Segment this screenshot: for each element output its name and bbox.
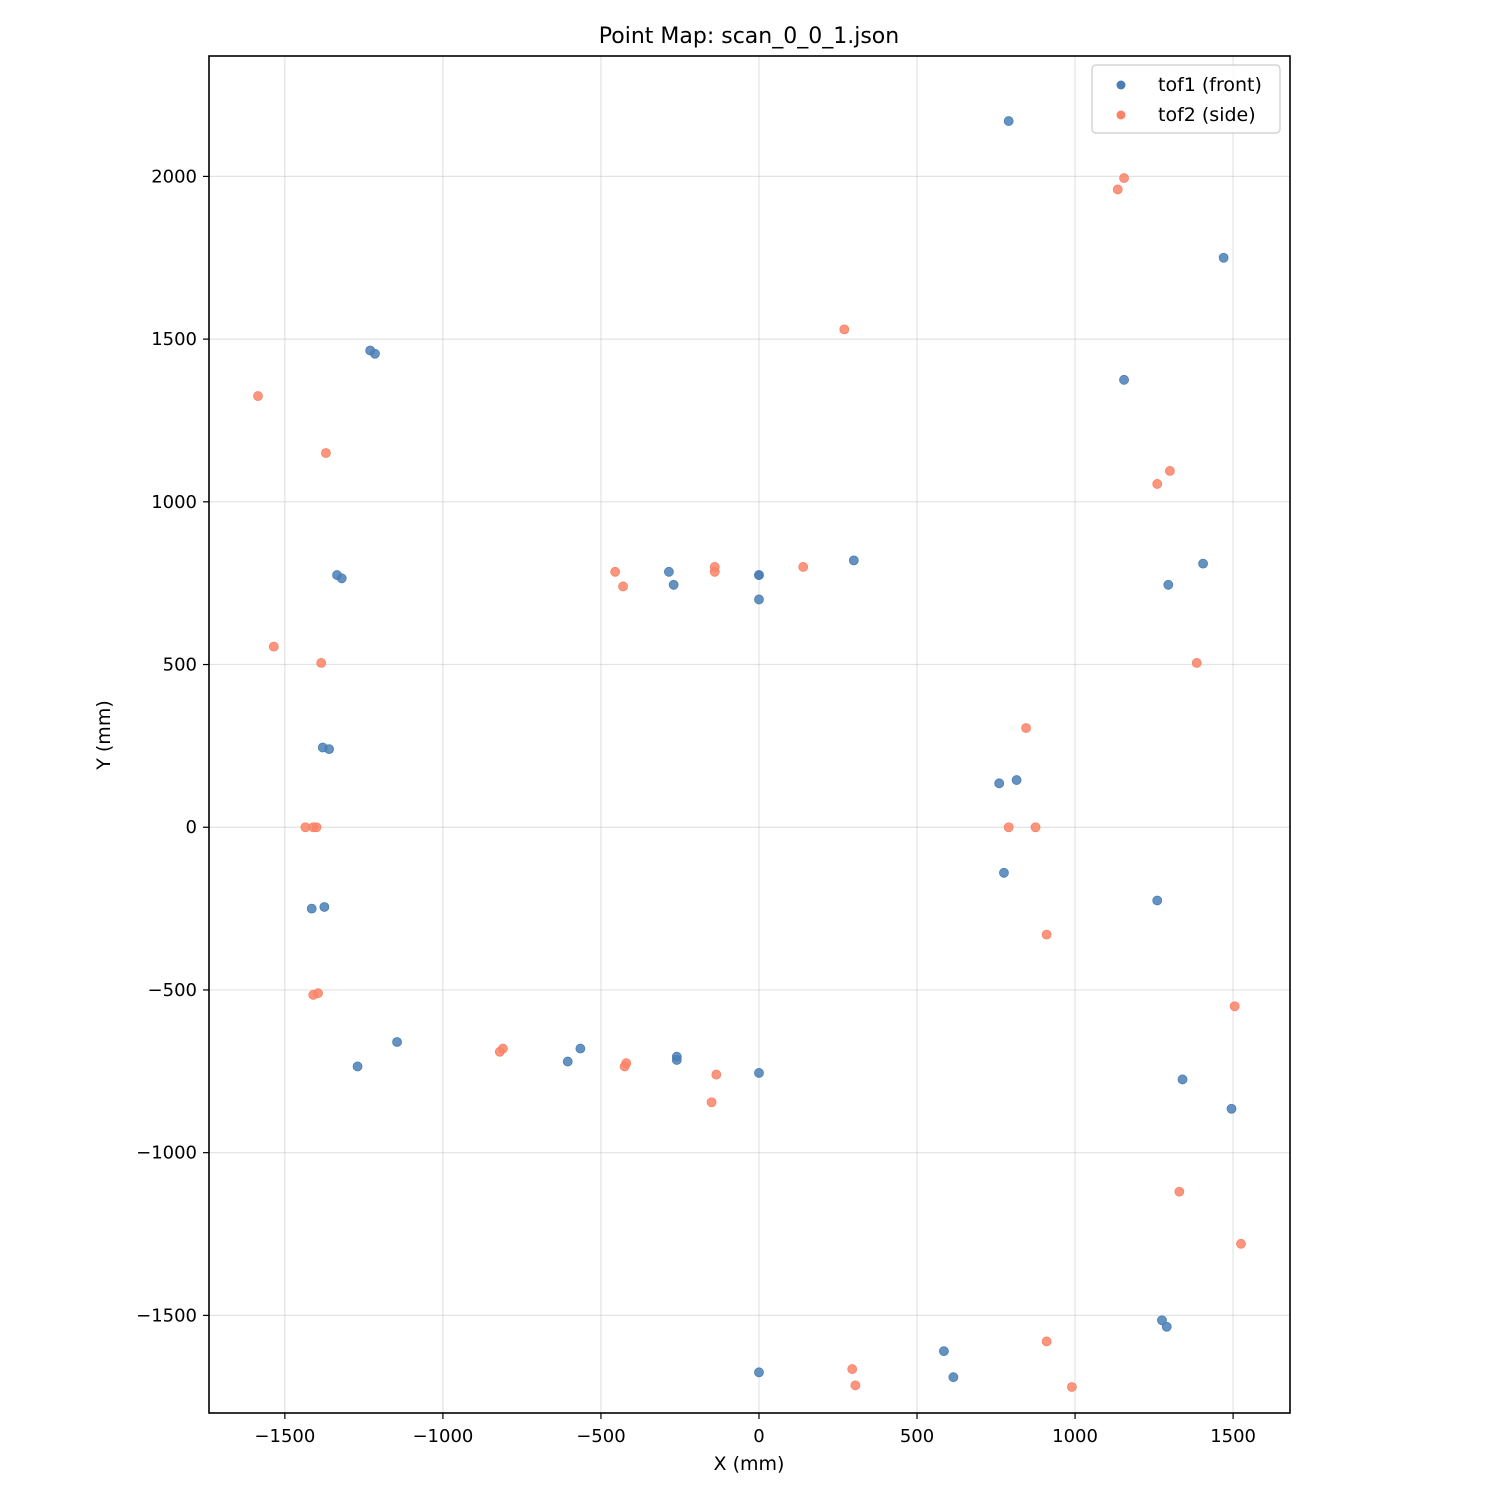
tof2-point xyxy=(1021,723,1031,733)
tof2-point xyxy=(1119,173,1129,183)
tof2-point xyxy=(839,324,850,335)
tof1-point xyxy=(1119,374,1129,385)
tof2-point xyxy=(1067,1382,1077,1392)
x-tick-label: 1500 xyxy=(1210,1426,1256,1447)
tof2-point xyxy=(709,566,720,577)
tof2-point xyxy=(1236,1238,1246,1249)
tof1-point xyxy=(1198,558,1208,569)
chart-title: Point Map: scan_0_0_1.json xyxy=(599,24,899,49)
tof1-point xyxy=(562,1056,573,1067)
y-tick-label: −1500 xyxy=(136,1305,197,1326)
y-tick-label: 0 xyxy=(186,817,197,838)
y-tick-label: −1000 xyxy=(136,1143,197,1164)
tof2-point xyxy=(268,641,279,652)
tof2-point xyxy=(313,988,323,999)
data-points xyxy=(253,116,1246,1392)
tof2-point xyxy=(1041,1336,1052,1347)
tof2-point xyxy=(711,1069,722,1080)
tof2-point xyxy=(1191,658,1202,668)
tof2-point xyxy=(1030,822,1041,833)
tof2-point xyxy=(847,1364,858,1374)
tof1-point xyxy=(1152,895,1163,906)
x-tick-label: −1500 xyxy=(254,1426,315,1447)
x-tick-label: −500 xyxy=(576,1426,625,1447)
tof2-point xyxy=(498,1043,508,1054)
axis-ticks: −1500 −1000 −500 0 500 1000 1500 −1500 −1000 −500… xyxy=(136,166,1256,1447)
tof1-point xyxy=(754,1068,764,1078)
tof2-point xyxy=(316,658,327,668)
y-tick-label: 500 xyxy=(163,655,197,676)
tof2-point xyxy=(1152,479,1163,489)
y-axis-label: Y (mm) xyxy=(93,700,115,771)
tof1-point xyxy=(336,573,347,584)
tof2-point xyxy=(253,391,263,401)
tof2-point xyxy=(618,581,628,592)
tof1-point xyxy=(1003,116,1014,126)
tof2-point xyxy=(706,1097,717,1108)
tof1-point xyxy=(1177,1074,1188,1085)
tof2-point xyxy=(1041,929,1052,940)
x-tick-label: 500 xyxy=(900,1426,934,1447)
tof1-point xyxy=(306,903,317,914)
tof2-point xyxy=(1164,466,1175,476)
tof1-point xyxy=(754,594,764,605)
tof1-point xyxy=(1218,252,1229,263)
y-tick-label: −500 xyxy=(148,980,197,1001)
tof2-point xyxy=(850,1380,861,1391)
x-tick-label: 1000 xyxy=(1052,1426,1098,1447)
x-tick-label: −1000 xyxy=(412,1426,473,1447)
tof1-point xyxy=(319,902,330,912)
tof2-point xyxy=(1229,1001,1240,1012)
y-tick-label: 2000 xyxy=(151,166,197,187)
tof1-point xyxy=(1161,1321,1172,1332)
tof1-point xyxy=(948,1372,959,1383)
legend-marker-tof2 xyxy=(1116,110,1126,120)
legend-label-tof1: tof1 (front) xyxy=(1158,74,1262,96)
tof1-point xyxy=(1163,579,1174,590)
x-tick-label: 0 xyxy=(753,1426,764,1447)
tof1-point xyxy=(1011,775,1022,785)
tof1-point xyxy=(575,1043,586,1054)
tof1-point xyxy=(392,1037,402,1047)
y-tick-label: 1500 xyxy=(151,329,197,350)
tof2-point xyxy=(1003,822,1014,833)
tof2-point xyxy=(1112,184,1123,195)
plot-frame xyxy=(208,55,1291,1414)
tof2-point xyxy=(1174,1186,1185,1197)
tof1-point xyxy=(1226,1103,1237,1114)
tof1-point xyxy=(994,778,1005,789)
grid-lines xyxy=(209,56,1290,1413)
tof1-point xyxy=(324,744,335,755)
tof2-point xyxy=(311,822,322,833)
tof2-point xyxy=(621,1058,632,1069)
legend-marker-tof1 xyxy=(1116,80,1126,90)
x-axis-label: X (mm) xyxy=(714,1453,785,1475)
tof1-point xyxy=(668,579,679,590)
tof1-point xyxy=(999,867,1009,878)
y-tick-label: 1000 xyxy=(151,492,197,513)
tof1-point xyxy=(352,1061,363,1072)
tof1-point xyxy=(848,555,859,566)
tof1-point xyxy=(754,570,764,580)
tof2-point xyxy=(798,562,809,572)
legend-label-tof2: tof2 (side) xyxy=(1158,104,1256,126)
tof2-point xyxy=(610,566,621,577)
tof1-point xyxy=(370,348,380,359)
tof1-point xyxy=(754,1367,764,1378)
tof1-point xyxy=(1157,1315,1167,1326)
tof1-point xyxy=(671,1055,682,1065)
tof1-point xyxy=(938,1346,949,1357)
legend: tof1 (front) tof2 (side) xyxy=(1091,64,1281,134)
tof2-point xyxy=(321,448,331,458)
legend-box xyxy=(1091,64,1281,134)
tof1-point xyxy=(663,566,674,577)
